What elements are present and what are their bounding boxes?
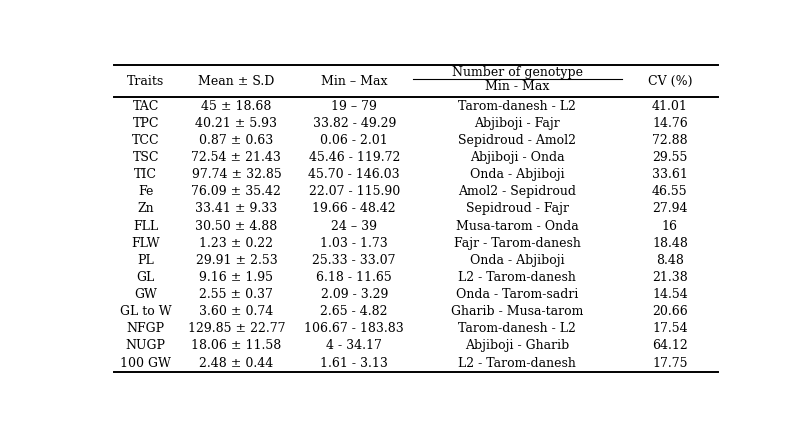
Text: 27.94: 27.94 xyxy=(651,202,687,215)
Text: 17.54: 17.54 xyxy=(651,322,687,336)
Text: Number of genotype: Number of genotype xyxy=(451,66,582,79)
Text: 64.12: 64.12 xyxy=(651,339,687,353)
Text: Fajr - Tarom-danesh: Fajr - Tarom-danesh xyxy=(453,237,580,250)
Text: Onda - Abjiboji: Onda - Abjiboji xyxy=(470,254,564,267)
Text: 18.06 ± 11.58: 18.06 ± 11.58 xyxy=(191,339,281,353)
Text: L2 - Tarom-danesh: L2 - Tarom-danesh xyxy=(458,271,576,284)
Text: Traits: Traits xyxy=(127,74,164,87)
Text: 129.85 ± 22.77: 129.85 ± 22.77 xyxy=(187,322,285,336)
Text: 40.21 ± 5.93: 40.21 ± 5.93 xyxy=(195,117,277,130)
Text: Tarom-danesh - L2: Tarom-danesh - L2 xyxy=(458,322,576,336)
Text: 2.55 ± 0.37: 2.55 ± 0.37 xyxy=(200,288,273,301)
Text: Abjiboji - Gharib: Abjiboji - Gharib xyxy=(465,339,569,353)
Text: 0.06 - 2.01: 0.06 - 2.01 xyxy=(320,134,388,147)
Text: 100 GW: 100 GW xyxy=(120,357,171,370)
Text: Fe: Fe xyxy=(138,185,153,198)
Text: Mean ± S.D: Mean ± S.D xyxy=(198,74,274,87)
Text: Abjiboji - Fajr: Abjiboji - Fajr xyxy=(474,117,560,130)
Text: Abjiboji - Onda: Abjiboji - Onda xyxy=(470,151,564,164)
Text: 33.41 ± 9.33: 33.41 ± 9.33 xyxy=(195,202,277,215)
Text: 1.61 - 3.13: 1.61 - 3.13 xyxy=(320,357,388,370)
Text: 14.76: 14.76 xyxy=(651,117,687,130)
Text: TAC: TAC xyxy=(132,100,159,113)
Text: 97.74 ± 32.85: 97.74 ± 32.85 xyxy=(191,168,281,181)
Text: FLL: FLL xyxy=(133,220,158,232)
Text: 45.70 - 146.03: 45.70 - 146.03 xyxy=(308,168,400,181)
Text: TPC: TPC xyxy=(132,117,159,130)
Text: Musa-tarom - Onda: Musa-tarom - Onda xyxy=(456,220,578,232)
Text: FLW: FLW xyxy=(131,237,160,250)
Text: 1.23 ± 0.22: 1.23 ± 0.22 xyxy=(200,237,273,250)
Text: 14.54: 14.54 xyxy=(651,288,687,301)
Text: 21.38: 21.38 xyxy=(651,271,687,284)
Text: 2.65 - 4.82: 2.65 - 4.82 xyxy=(320,305,388,318)
Text: TSC: TSC xyxy=(132,151,159,164)
Text: 46.55: 46.55 xyxy=(651,185,687,198)
Text: Tarom-danesh - L2: Tarom-danesh - L2 xyxy=(458,100,576,113)
Text: 3.60 ± 0.74: 3.60 ± 0.74 xyxy=(199,305,273,318)
Text: Min – Max: Min – Max xyxy=(320,74,387,87)
Text: 76.09 ± 35.42: 76.09 ± 35.42 xyxy=(191,185,281,198)
Text: 30.50 ± 4.88: 30.50 ± 4.88 xyxy=(195,220,277,232)
Text: 6.18 - 11.65: 6.18 - 11.65 xyxy=(316,271,392,284)
Text: 45.46 - 119.72: 45.46 - 119.72 xyxy=(308,151,400,164)
Text: Zn: Zn xyxy=(137,202,154,215)
Text: Sepidroud - Amol2: Sepidroud - Amol2 xyxy=(457,134,576,147)
Text: Min - Max: Min - Max xyxy=(484,80,549,93)
Text: 2.48 ± 0.44: 2.48 ± 0.44 xyxy=(199,357,273,370)
Text: TIC: TIC xyxy=(134,168,157,181)
Text: 33.82 - 49.29: 33.82 - 49.29 xyxy=(312,117,396,130)
Text: 8.48: 8.48 xyxy=(655,254,683,267)
Text: NUGP: NUGP xyxy=(126,339,165,353)
Text: 29.55: 29.55 xyxy=(651,151,687,164)
Text: 1.03 - 1.73: 1.03 - 1.73 xyxy=(320,237,388,250)
Text: Onda - Abjiboji: Onda - Abjiboji xyxy=(470,168,564,181)
Text: 0.87 ± 0.63: 0.87 ± 0.63 xyxy=(199,134,273,147)
Text: 20.66: 20.66 xyxy=(651,305,687,318)
Text: Onda - Tarom-sadri: Onda - Tarom-sadri xyxy=(456,288,577,301)
Text: GW: GW xyxy=(134,288,157,301)
Text: Gharib - Musa-tarom: Gharib - Musa-tarom xyxy=(451,305,583,318)
Text: 25.33 - 33.07: 25.33 - 33.07 xyxy=(312,254,396,267)
Text: 19.66 - 48.42: 19.66 - 48.42 xyxy=(312,202,396,215)
Text: 72.54 ± 21.43: 72.54 ± 21.43 xyxy=(191,151,281,164)
Text: 17.75: 17.75 xyxy=(651,357,687,370)
Text: 4 - 34.17: 4 - 34.17 xyxy=(326,339,382,353)
Text: 9.16 ± 1.95: 9.16 ± 1.95 xyxy=(200,271,273,284)
Text: GL: GL xyxy=(136,271,155,284)
Text: PL: PL xyxy=(137,254,154,267)
Text: CV (%): CV (%) xyxy=(647,74,691,87)
Text: 45 ± 18.68: 45 ± 18.68 xyxy=(201,100,271,113)
Text: GL to W: GL to W xyxy=(120,305,171,318)
Text: L2 - Tarom-danesh: L2 - Tarom-danesh xyxy=(458,357,576,370)
Text: 18.48: 18.48 xyxy=(651,237,687,250)
Text: 16: 16 xyxy=(661,220,677,232)
Text: 72.88: 72.88 xyxy=(651,134,687,147)
Text: 41.01: 41.01 xyxy=(651,100,687,113)
Text: 2.09 - 3.29: 2.09 - 3.29 xyxy=(320,288,388,301)
Text: TCC: TCC xyxy=(132,134,160,147)
Text: 22.07 - 115.90: 22.07 - 115.90 xyxy=(308,185,399,198)
Text: 24 – 39: 24 – 39 xyxy=(331,220,377,232)
Text: 33.61: 33.61 xyxy=(651,168,687,181)
Text: 29.91 ± 2.53: 29.91 ± 2.53 xyxy=(195,254,277,267)
Text: Sepidroud - Fajr: Sepidroud - Fajr xyxy=(466,202,569,215)
Text: Amol2 - Sepidroud: Amol2 - Sepidroud xyxy=(457,185,576,198)
Text: 106.67 - 183.83: 106.67 - 183.83 xyxy=(304,322,404,336)
Text: NFGP: NFGP xyxy=(127,322,165,336)
Text: 19 – 79: 19 – 79 xyxy=(331,100,376,113)
